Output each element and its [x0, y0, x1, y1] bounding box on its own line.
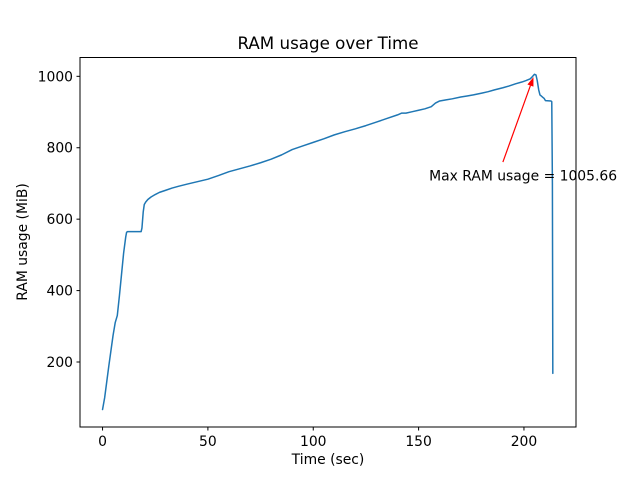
y-tick-label: 200: [46, 355, 73, 371]
annotation-text: Max RAM usage = 1005.66: [429, 169, 617, 185]
y-tick-label: 400: [46, 284, 73, 300]
y-axis-label: RAM usage (MiB): [15, 183, 31, 301]
x-tick-label: 200: [511, 434, 538, 450]
x-tick-label: 150: [405, 434, 432, 450]
x-tick-label: 0: [98, 434, 107, 450]
y-tick-label: 600: [46, 212, 73, 228]
y-tick-label: 1000: [38, 69, 73, 85]
x-tick-label: 100: [300, 434, 327, 450]
ram-usage-line: [101, 73, 554, 411]
annotation-arrowhead: [527, 77, 534, 87]
x-axis-ticks: 0 50 100 150 200: [98, 427, 537, 450]
y-axis-ticks: 200 400 600 800 1000: [38, 69, 80, 371]
max-annotation: [502, 77, 534, 163]
x-tick-label: 50: [199, 434, 217, 450]
plot-area-spines: [79, 57, 577, 428]
chart-title: RAM usage over Time: [237, 33, 418, 53]
y-tick-label: 800: [46, 141, 73, 157]
data-series: [101, 73, 554, 411]
x-axis-label: Time (sec): [291, 452, 365, 468]
annotation-arrow-shaft: [502, 85, 531, 163]
